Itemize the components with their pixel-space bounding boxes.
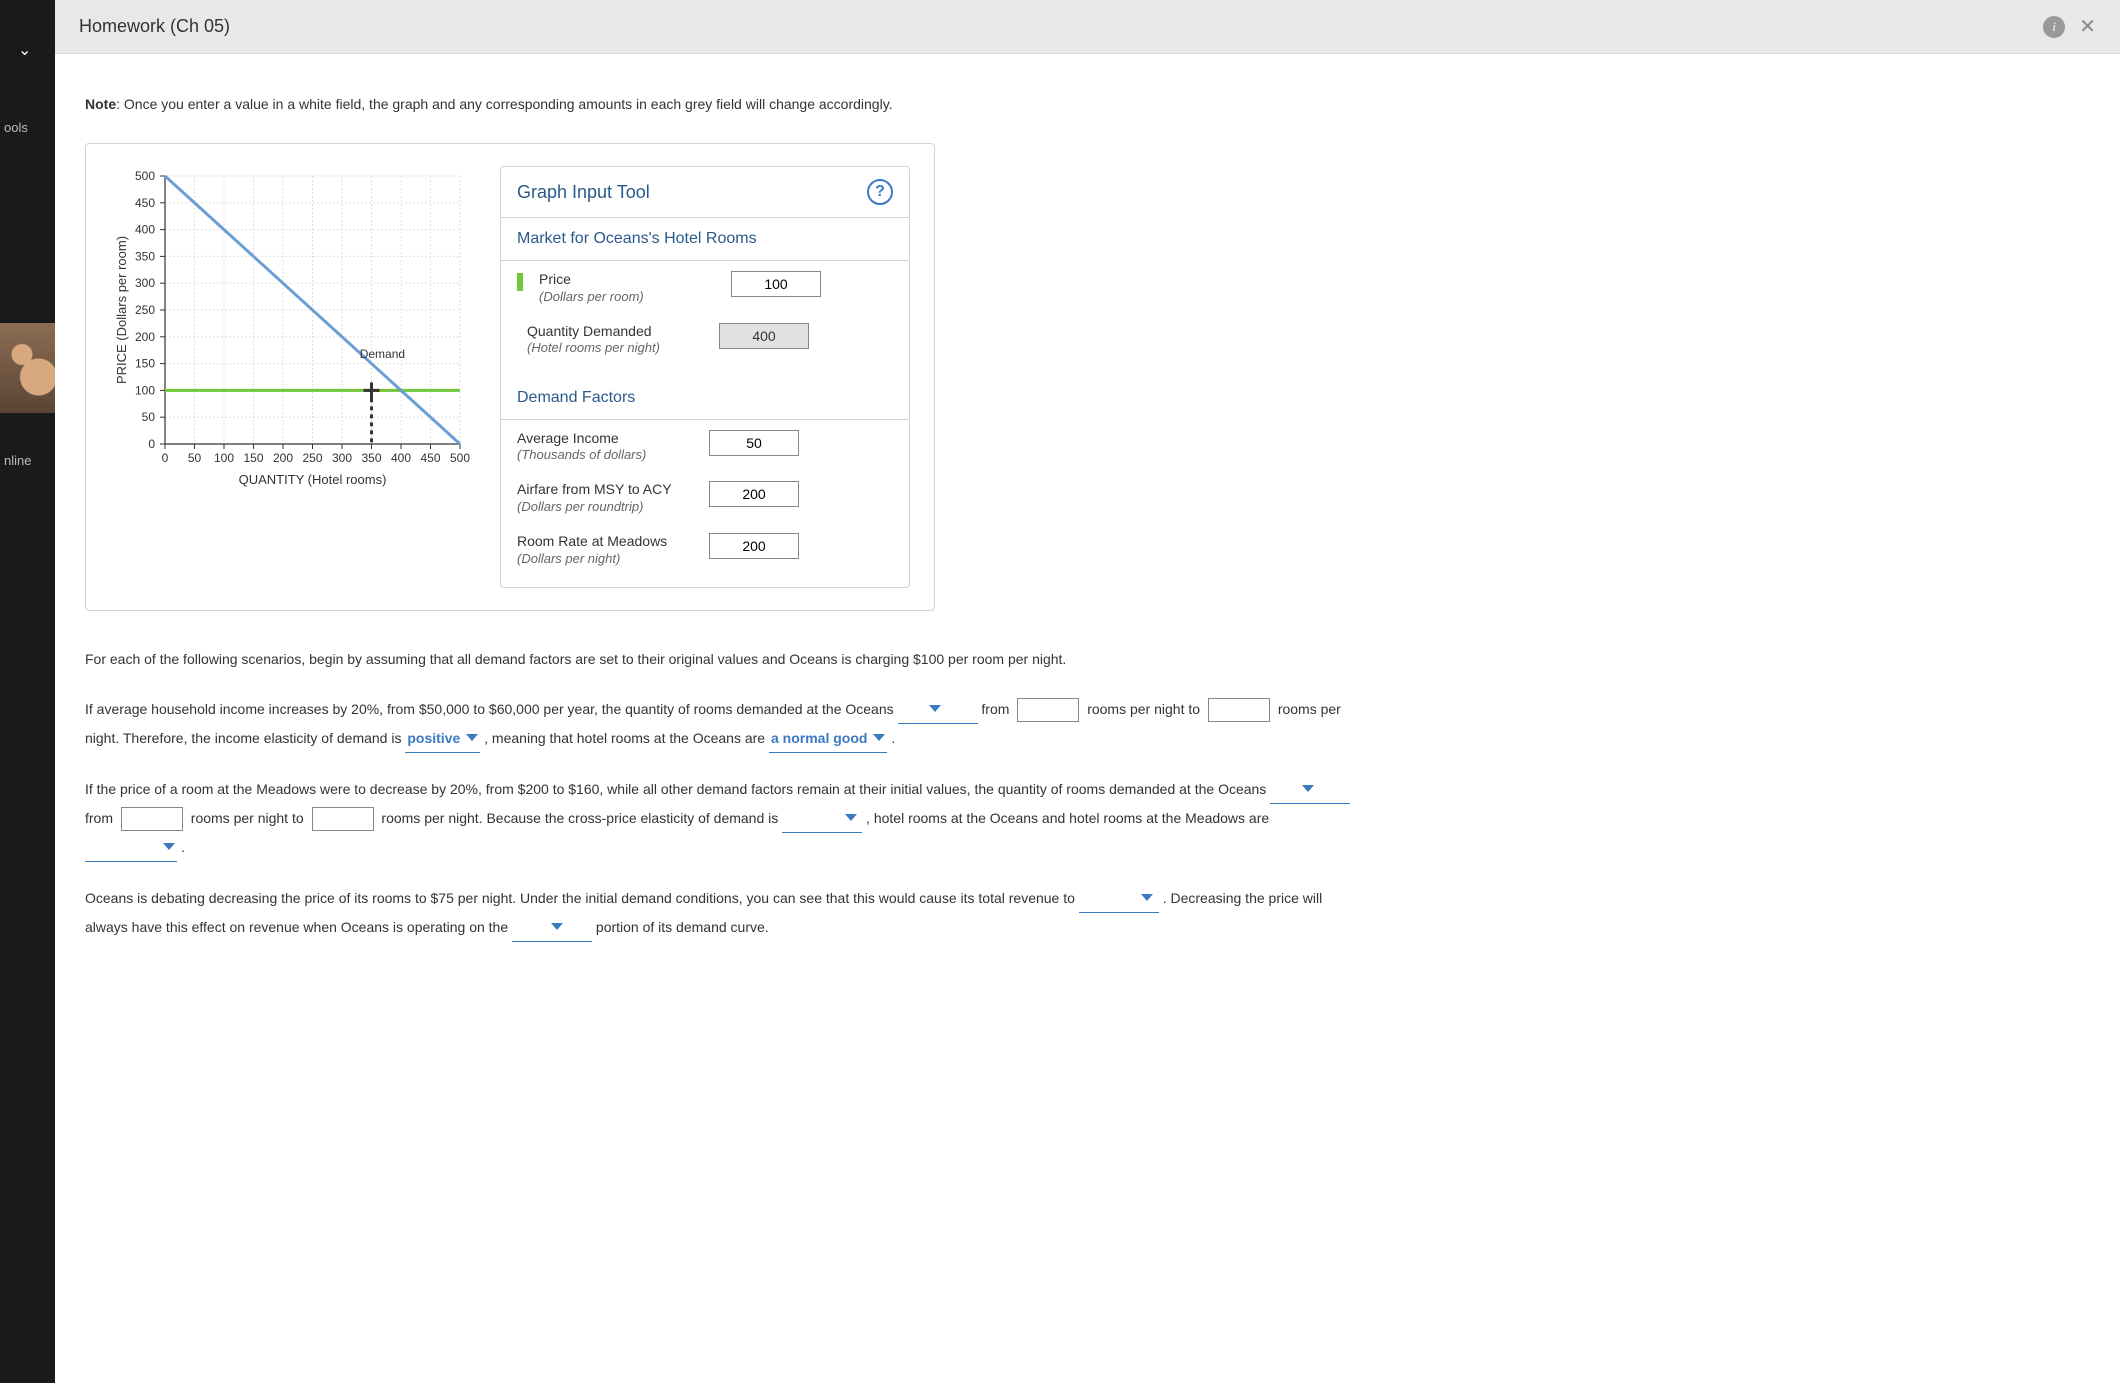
q2-to-input[interactable] bbox=[1208, 698, 1270, 722]
q2-seg-e: , meaning that hotel rooms at the Oceans… bbox=[484, 730, 769, 746]
sidebar-item-online[interactable]: nline bbox=[0, 413, 55, 476]
sidebar-item-tools[interactable]: ools bbox=[0, 80, 55, 143]
income-label: Average Income bbox=[517, 430, 619, 446]
svg-text:50: 50 bbox=[188, 451, 202, 465]
input-tool-title: Graph Input Tool bbox=[517, 182, 650, 203]
airfare-input[interactable] bbox=[709, 481, 799, 507]
topbar: Homework (Ch 05) i ✕ bbox=[55, 0, 2120, 54]
q2-elasticity-dropdown[interactable]: positive bbox=[405, 724, 480, 753]
section-demand-factors-title: Demand Factors bbox=[501, 377, 909, 420]
svg-text:QUANTITY (Hotel rooms): QUANTITY (Hotel rooms) bbox=[239, 472, 387, 487]
svg-text:450: 450 bbox=[135, 196, 155, 210]
svg-text:150: 150 bbox=[243, 451, 263, 465]
q3-seg-f: . bbox=[181, 839, 185, 855]
left-sidebar: ⌄ ools nline bbox=[0, 0, 55, 1383]
meadows-input[interactable] bbox=[709, 533, 799, 559]
note-text: Note: Once you enter a value in a white … bbox=[85, 94, 1425, 115]
price-sublabel: (Dollars per room) bbox=[539, 289, 719, 305]
qty-sublabel: (Hotel rooms per night) bbox=[527, 340, 707, 356]
airfare-sublabel: (Dollars per roundtrip) bbox=[517, 499, 697, 515]
svg-text:350: 350 bbox=[135, 249, 155, 263]
q2-seg-f: . bbox=[891, 730, 895, 746]
q3-cross-elasticity-dropdown[interactable]: _______ bbox=[782, 804, 862, 833]
income-input[interactable] bbox=[709, 430, 799, 456]
q2-direction-dropdown[interactable]: ___ bbox=[898, 695, 978, 724]
income-sublabel: (Thousands of dollars) bbox=[517, 447, 697, 463]
q2-from-input[interactable] bbox=[1017, 698, 1079, 722]
q3-seg-e: , hotel rooms at the Oceans and hotel ro… bbox=[866, 810, 1269, 826]
close-icon[interactable]: ✕ bbox=[2079, 14, 2096, 39]
svg-text:500: 500 bbox=[135, 169, 155, 183]
clipped-instruction bbox=[85, 66, 1425, 80]
svg-text:300: 300 bbox=[332, 451, 352, 465]
svg-text:400: 400 bbox=[135, 223, 155, 237]
demand-chart[interactable]: 0 50 100 150 200 250 300 350 400 450 500 0 50 100 150 2… bbox=[110, 166, 470, 588]
graph-panel: 0 50 100 150 200 250 300 350 400 450 500 0 50 100 150 2… bbox=[85, 143, 935, 611]
q4-portion-dropdown[interactable]: ____ bbox=[512, 913, 592, 942]
qty-readonly: 400 bbox=[719, 323, 809, 349]
info-icon[interactable]: i bbox=[2043, 16, 2065, 38]
q2-seg-c: rooms per night to bbox=[1087, 701, 1204, 717]
q2-seg-b: from bbox=[981, 701, 1013, 717]
q3-from-input[interactable] bbox=[121, 807, 183, 831]
svg-text:100: 100 bbox=[214, 451, 234, 465]
q4-revenue-dropdown[interactable]: _______ bbox=[1079, 884, 1159, 913]
airfare-label: Airfare from MSY to ACY bbox=[517, 481, 672, 497]
q2-goodtype-dropdown[interactable]: a normal good bbox=[769, 724, 887, 753]
q4-seg-c: portion of its demand curve. bbox=[596, 919, 769, 935]
meadows-label: Room Rate at Meadows bbox=[517, 533, 667, 549]
price-label: Price bbox=[539, 271, 571, 287]
q3-seg-a: If the price of a room at the Meadows we… bbox=[85, 781, 1270, 797]
page-title: Homework (Ch 05) bbox=[79, 16, 230, 37]
svg-text:250: 250 bbox=[135, 303, 155, 317]
svg-text:0: 0 bbox=[162, 451, 169, 465]
q3-seg-d: rooms per night. Because the cross-price… bbox=[381, 810, 782, 826]
q4-seg-a: Oceans is debating decreasing the price … bbox=[85, 890, 1079, 906]
q-intro: For each of the following scenarios, beg… bbox=[85, 645, 1355, 673]
question-body: For each of the following scenarios, beg… bbox=[85, 645, 1355, 942]
svg-text:50: 50 bbox=[142, 410, 156, 424]
course-thumbnail[interactable] bbox=[0, 323, 55, 413]
q2-seg-a: If average household income increases by… bbox=[85, 701, 898, 717]
qty-label: Quantity Demanded bbox=[527, 323, 652, 339]
price-input[interactable] bbox=[731, 271, 821, 297]
svg-text:450: 450 bbox=[420, 451, 440, 465]
section-market-title: Market for Oceans's Hotel Rooms bbox=[501, 218, 909, 261]
collapse-chevron-icon[interactable]: ⌄ bbox=[0, 20, 55, 80]
svg-text:0: 0 bbox=[148, 437, 155, 451]
q3-to-input[interactable] bbox=[312, 807, 374, 831]
meadows-sublabel: (Dollars per night) bbox=[517, 551, 697, 567]
svg-text:300: 300 bbox=[135, 276, 155, 290]
q3-seg-b: from bbox=[85, 810, 117, 826]
svg-text:200: 200 bbox=[135, 330, 155, 344]
svg-text:250: 250 bbox=[302, 451, 322, 465]
svg-text:150: 150 bbox=[135, 357, 155, 371]
help-icon[interactable]: ? bbox=[867, 179, 893, 205]
q3-seg-c: rooms per night to bbox=[191, 810, 308, 826]
svg-text:PRICE (Dollars per room): PRICE (Dollars per room) bbox=[114, 236, 129, 384]
graph-input-tool: Graph Input Tool ? Market for Oceans's H… bbox=[500, 166, 910, 588]
svg-text:500: 500 bbox=[450, 451, 470, 465]
svg-text:100: 100 bbox=[135, 383, 155, 397]
svg-text:350: 350 bbox=[361, 451, 381, 465]
q3-relationship-dropdown[interactable]: _________ bbox=[85, 833, 177, 862]
svg-text:Demand: Demand bbox=[360, 347, 405, 361]
svg-text:200: 200 bbox=[273, 451, 293, 465]
svg-text:400: 400 bbox=[391, 451, 411, 465]
q3-direction-dropdown[interactable]: ___ bbox=[1270, 775, 1350, 804]
price-color-marker bbox=[517, 273, 523, 291]
